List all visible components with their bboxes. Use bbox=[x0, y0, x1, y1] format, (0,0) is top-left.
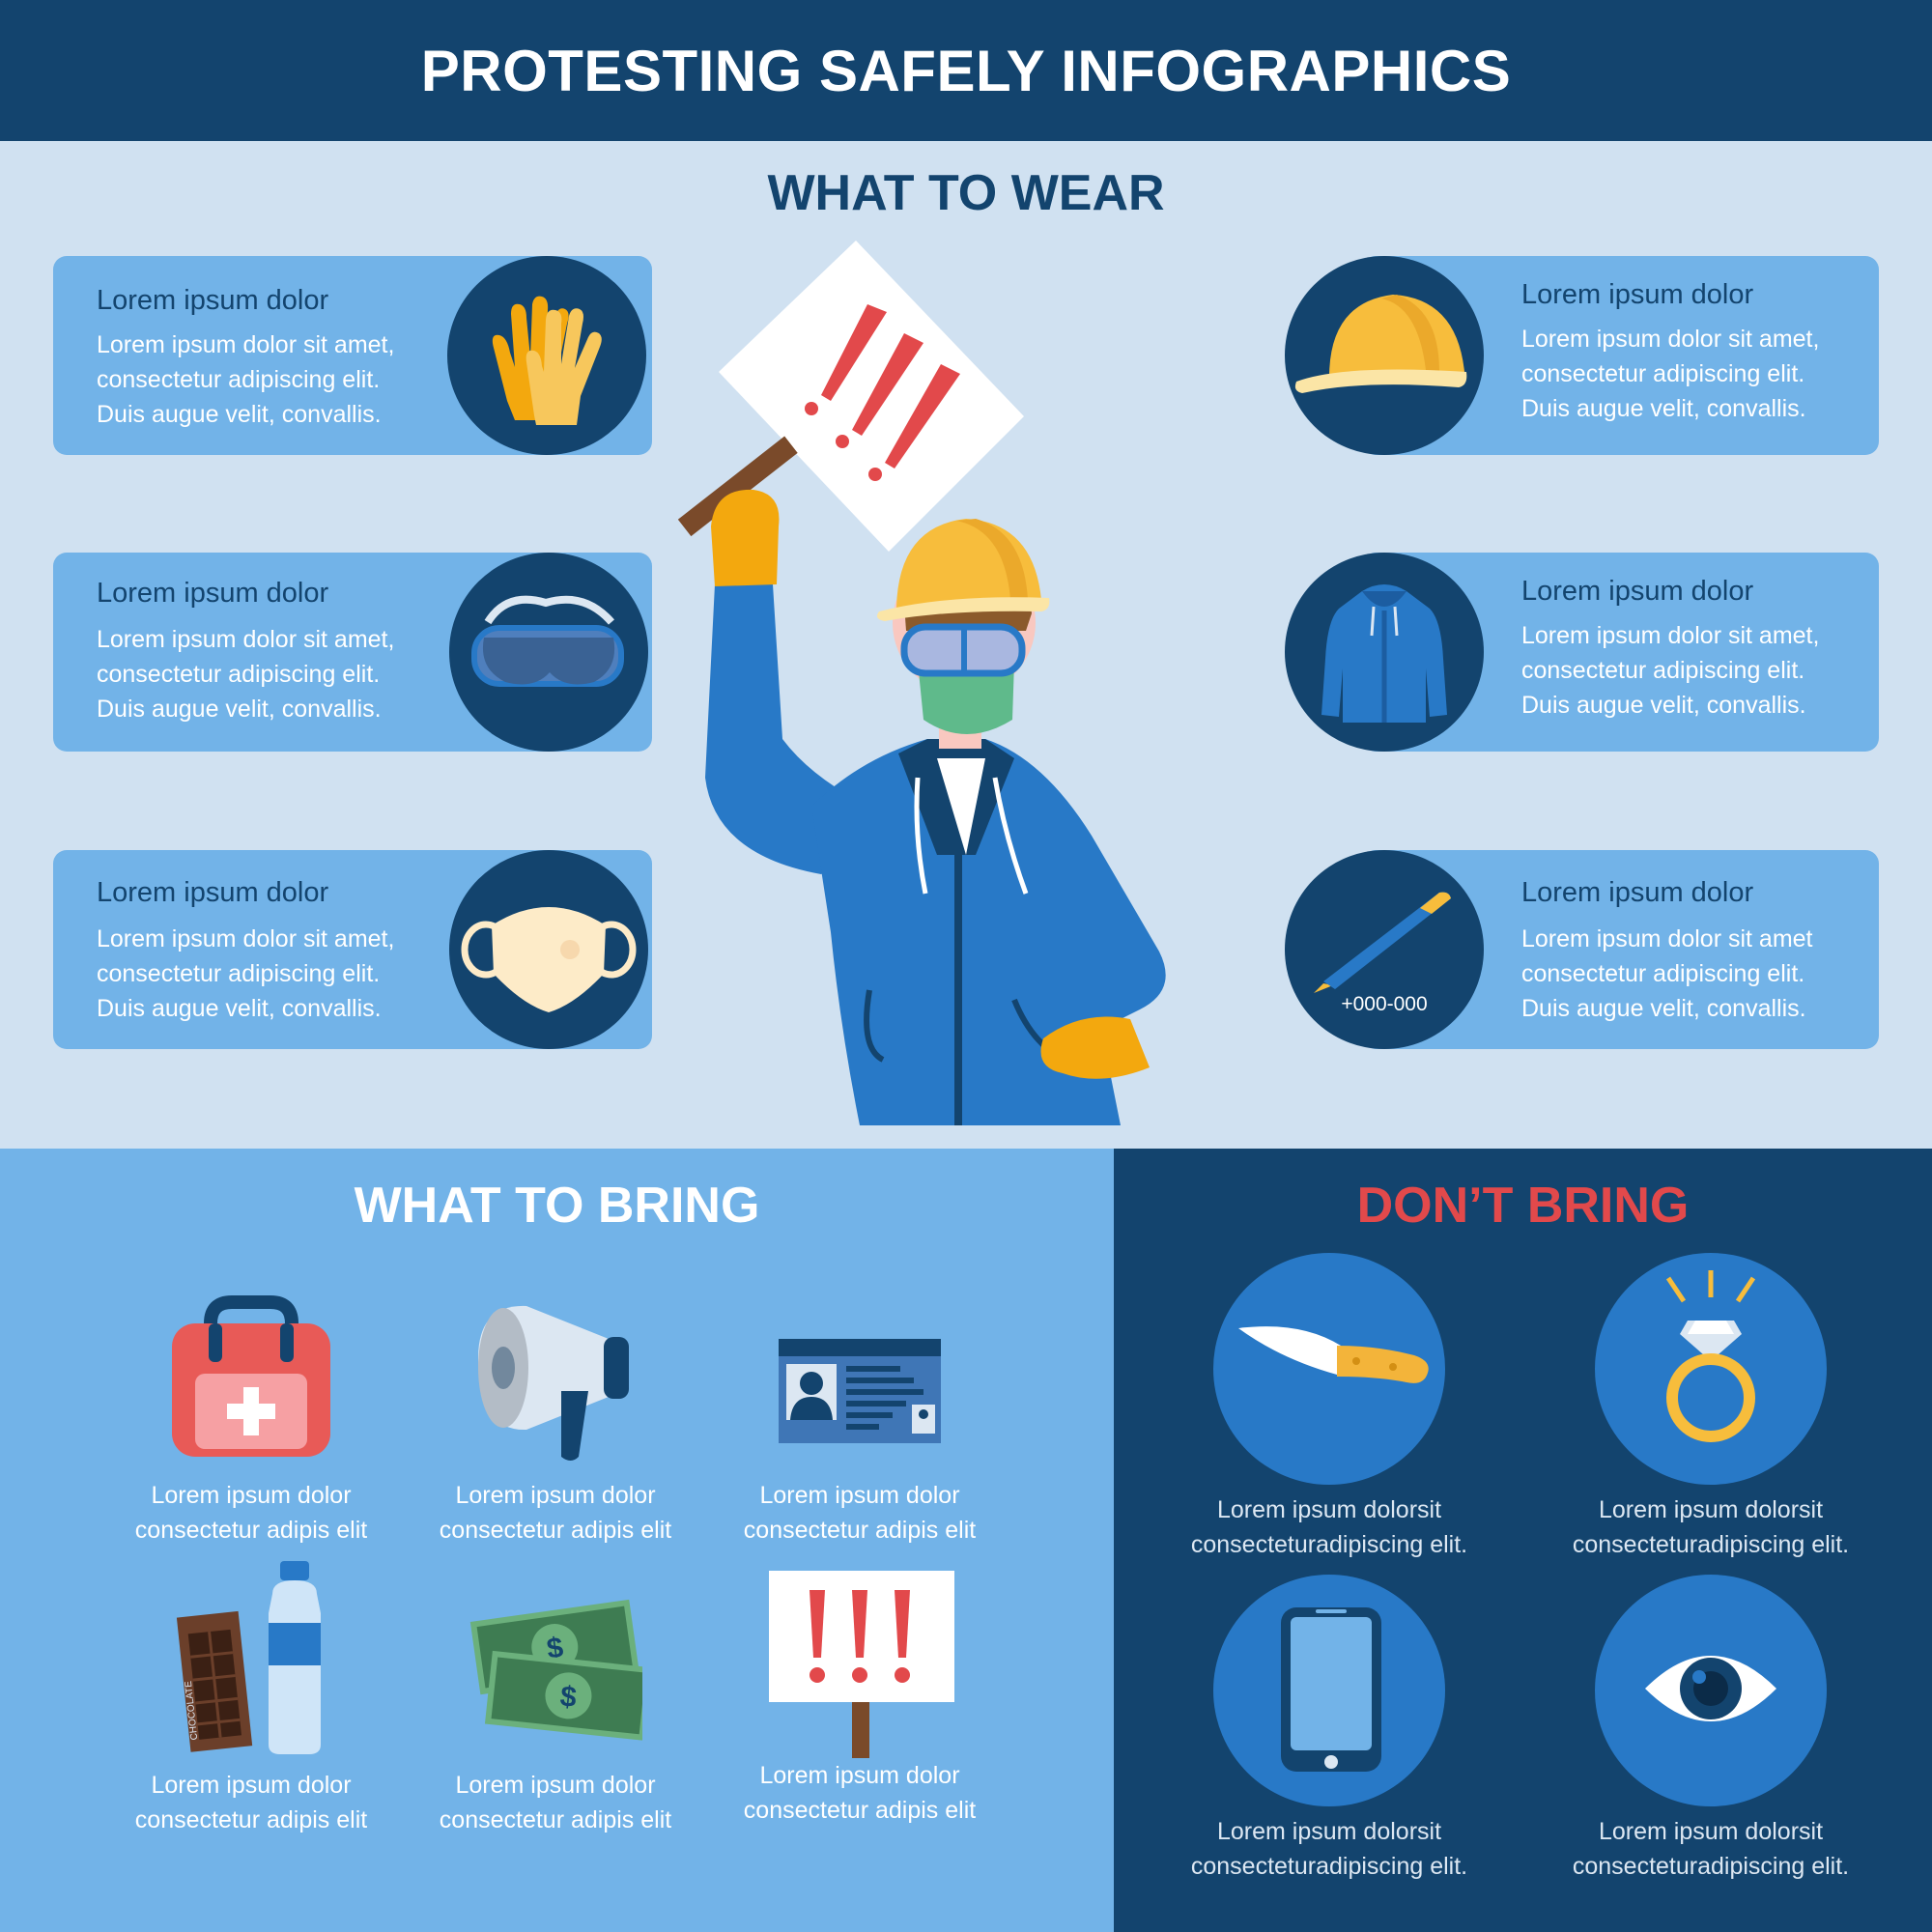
what-to-bring-panel bbox=[0, 1149, 1114, 1932]
gloves-icon bbox=[447, 256, 646, 455]
card-line: consectetur adipiscing elit. bbox=[1521, 360, 1805, 387]
item-caption: Lorem ipsum dolorsit consecteturadipisci… bbox=[1556, 1492, 1865, 1562]
caption-line: consectetur adipis elit bbox=[134, 1806, 368, 1833]
card-line: Duis augue velit, convallis. bbox=[1521, 692, 1806, 719]
bring-item-sign: Lorem ipsum dolor consectetur adipis eli… bbox=[715, 1571, 1005, 1828]
item-caption: Lorem ipsum dolor consectetur adipis eli… bbox=[106, 1478, 396, 1548]
header-bar: PROTESTING SAFELY INFOGRAPHICS bbox=[0, 0, 1932, 141]
dont-item-knife: Lorem ipsum dolorsit consecteturadipisci… bbox=[1175, 1253, 1484, 1562]
dont-item-ring: Lorem ipsum dolorsit consecteturadipisci… bbox=[1556, 1253, 1865, 1562]
item-caption: Lorem ipsum dolor consectetur adipis eli… bbox=[715, 1478, 1005, 1548]
item-caption: Lorem ipsum dolor consectetur adipis eli… bbox=[106, 1768, 396, 1837]
card-text: Lorem ipsum dolor sit amet, consectetur … bbox=[1521, 322, 1855, 426]
bring-item-id-card: Lorem ipsum dolor consectetur adipis eli… bbox=[715, 1294, 1005, 1548]
svg-text:$: $ bbox=[558, 1681, 578, 1715]
card-title: Lorem ipsum dolor bbox=[97, 578, 329, 609]
goggles-icon bbox=[449, 553, 648, 752]
item-caption: Lorem ipsum dolor consectetur adipis eli… bbox=[411, 1768, 700, 1837]
caption-line: consecteturadipiscing elit. bbox=[1572, 1531, 1850, 1558]
first-aid-kit-icon bbox=[172, 1295, 330, 1457]
snacks-water-icon: CHOCOLATE bbox=[176, 1561, 321, 1754]
card-text: Lorem ipsum dolor sit amet, consectetur … bbox=[97, 327, 430, 432]
caption-line: consectetur adipis elit bbox=[743, 1517, 977, 1544]
card-title: Lorem ipsum dolor bbox=[97, 877, 329, 908]
caption-line: Lorem ipsum dolor bbox=[455, 1772, 656, 1799]
page-title: PROTESTING SAFELY INFOGRAPHICS bbox=[420, 38, 1512, 103]
card-line: Lorem ipsum dolor sit amet, bbox=[97, 925, 395, 952]
bring-item-megaphone: Lorem ipsum dolor consectetur adipis eli… bbox=[411, 1294, 700, 1548]
card-line: Duis augue velit, convallis. bbox=[97, 401, 382, 428]
card-line: Lorem ipsum dolor sit amet bbox=[1521, 925, 1813, 952]
caption-line: consectetur adipis elit bbox=[439, 1517, 672, 1544]
caption-line: consectetur adipis elit bbox=[743, 1797, 977, 1824]
card-line: Lorem ipsum dolor sit amet, bbox=[1521, 326, 1820, 353]
phone-number: +000-000 bbox=[1341, 993, 1428, 1015]
card-line: Duis augue velit, convallis. bbox=[1521, 995, 1806, 1022]
card-line: Duis augue velit, convallis. bbox=[1521, 395, 1806, 422]
card-text: Lorem ipsum dolor sit amet consectetur a… bbox=[1521, 922, 1855, 1026]
card-text: Lorem ipsum dolor sit amet, consectetur … bbox=[97, 622, 430, 726]
what-to-wear-title: WHAT TO WEAR bbox=[767, 165, 1165, 221]
ring-icon bbox=[1595, 1253, 1827, 1485]
id-card-icon bbox=[779, 1339, 941, 1443]
caption-line: Lorem ipsum dolor bbox=[759, 1762, 960, 1789]
dont-item-eye: Lorem ipsum dolorsit consecteturadipisci… bbox=[1556, 1575, 1865, 1884]
protest-sign-icon bbox=[677, 241, 1024, 552]
item-caption: Lorem ipsum dolor consectetur adipis eli… bbox=[715, 1758, 1005, 1828]
knife-icon bbox=[1213, 1253, 1445, 1485]
card-title: Lorem ipsum dolor bbox=[97, 285, 329, 316]
card-line: Duis augue velit, convallis. bbox=[97, 696, 382, 723]
caption-line: Lorem ipsum dolor bbox=[455, 1482, 656, 1509]
card-line: Lorem ipsum dolor sit amet, bbox=[97, 331, 395, 358]
card-text: Lorem ipsum dolor sit amet, consectetur … bbox=[97, 922, 430, 1026]
bring-item-money: $ $ Lorem ipsum dolor consectetur adipis… bbox=[411, 1584, 700, 1837]
card-line: Lorem ipsum dolor sit amet, bbox=[1521, 622, 1820, 649]
item-caption: Lorem ipsum dolorsit consecteturadipisci… bbox=[1175, 1814, 1484, 1884]
face-mask-icon bbox=[449, 850, 648, 1049]
caption-line: Lorem ipsum dolorsit bbox=[1598, 1496, 1824, 1523]
card-line: consectetur adipiscing elit. bbox=[97, 366, 381, 393]
pen-icon: +000-000 bbox=[1285, 850, 1484, 1049]
what-to-bring-title: WHAT TO BRING bbox=[354, 1178, 760, 1234]
caption-line: Lorem ipsum dolor bbox=[151, 1772, 352, 1799]
caption-line: Lorem ipsum dolorsit bbox=[1598, 1818, 1824, 1845]
caption-line: Lorem ipsum dolorsit bbox=[1216, 1496, 1442, 1523]
item-caption: Lorem ipsum dolorsit consecteturadipisci… bbox=[1175, 1492, 1484, 1562]
protest-sign-icon bbox=[769, 1571, 954, 1758]
caption-line: consecteturadipiscing elit. bbox=[1190, 1531, 1468, 1558]
caption-line: Lorem ipsum dolor bbox=[151, 1482, 352, 1509]
dont-item-phone: Lorem ipsum dolorsit consecteturadipisci… bbox=[1175, 1575, 1484, 1884]
item-caption: Lorem ipsum dolorsit consecteturadipisci… bbox=[1556, 1814, 1865, 1884]
phone-icon bbox=[1213, 1575, 1445, 1806]
card-line: Duis augue velit, convallis. bbox=[97, 995, 382, 1022]
caption-line: consecteturadipiscing elit. bbox=[1190, 1853, 1468, 1880]
card-line: consectetur adipiscing elit. bbox=[97, 661, 381, 688]
dont-bring-title: DON’T BRING bbox=[1356, 1178, 1690, 1234]
megaphone-icon bbox=[478, 1305, 629, 1461]
caption-line: consectetur adipis elit bbox=[439, 1806, 672, 1833]
card-title: Lorem ipsum dolor bbox=[1521, 877, 1754, 908]
bring-item-snacks-water: CHOCOLATE Lorem ipsum dolor consectetur … bbox=[106, 1561, 396, 1837]
card-title: Lorem ipsum dolor bbox=[1521, 576, 1754, 607]
caption-line: Lorem ipsum dolor bbox=[759, 1482, 960, 1509]
card-line: consectetur adipiscing elit. bbox=[1521, 657, 1805, 684]
caption-line: consecteturadipiscing elit. bbox=[1572, 1853, 1850, 1880]
item-caption: Lorem ipsum dolor consectetur adipis eli… bbox=[411, 1478, 700, 1548]
caption-line: consectetur adipis elit bbox=[134, 1517, 368, 1544]
card-line: consectetur adipiscing elit. bbox=[97, 960, 381, 987]
jacket-icon bbox=[1285, 553, 1484, 752]
protester-illustration bbox=[677, 241, 1166, 1125]
card-title: Lorem ipsum dolor bbox=[1521, 279, 1754, 310]
money-icon: $ $ bbox=[469, 1599, 642, 1741]
eye-icon bbox=[1595, 1575, 1827, 1806]
card-line: consectetur adipiscing elit. bbox=[1521, 960, 1805, 987]
wear-card-mask: Lorem ipsum dolor Lorem ipsum dolor sit … bbox=[53, 850, 652, 1049]
bring-item-first-aid: Lorem ipsum dolor consectetur adipis eli… bbox=[106, 1294, 396, 1548]
helmet-icon bbox=[1285, 256, 1484, 455]
dont-bring-panel bbox=[1114, 1149, 1932, 1932]
card-text: Lorem ipsum dolor sit amet, consectetur … bbox=[1521, 618, 1855, 723]
card-line: Lorem ipsum dolor sit amet, bbox=[97, 626, 395, 653]
caption-line: Lorem ipsum dolorsit bbox=[1216, 1818, 1442, 1845]
